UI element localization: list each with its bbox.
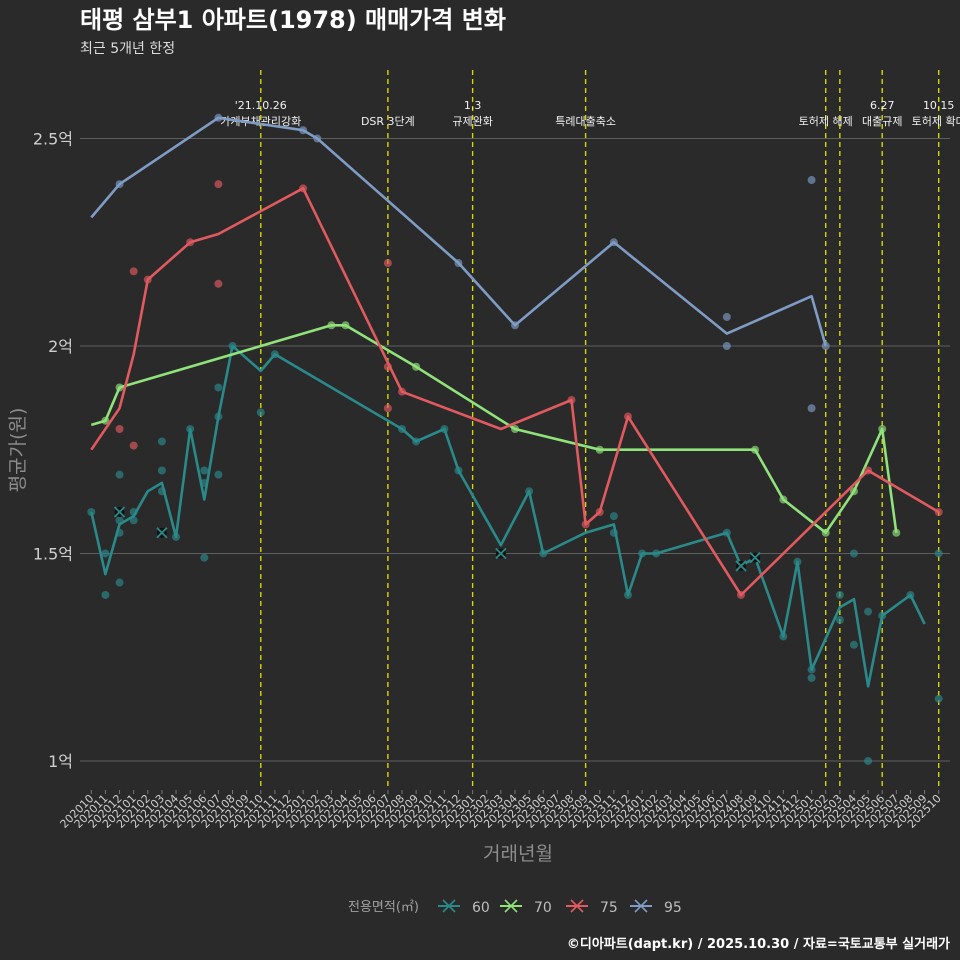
- event-label: '21.10.26: [235, 99, 287, 112]
- y-tick-label: 2억: [48, 337, 73, 356]
- data-point: [864, 756, 873, 765]
- data-point: [835, 615, 844, 624]
- data-point: [383, 259, 392, 268]
- series-line: [90, 344, 926, 688]
- data-point: [200, 466, 209, 475]
- legend-key-cross: [504, 899, 518, 913]
- data-point: [214, 470, 223, 479]
- series-75: [90, 180, 943, 599]
- data-point: [807, 404, 816, 413]
- event-label: 토허제 해제: [799, 114, 853, 128]
- data-point: [835, 590, 844, 599]
- data-point: [849, 640, 858, 649]
- data-series: [87, 113, 943, 765]
- event-label: 특례대출축소: [555, 115, 616, 128]
- source-caption: ©디아파트(dapt.kr) / 2025.10.30 / 자료=국토교통부 실…: [567, 936, 950, 952]
- data-point: [157, 466, 166, 475]
- chart-subtitle: 최근 5개년 한정: [80, 41, 175, 57]
- legend-key-cross: [442, 899, 456, 913]
- cancelled-marker: [495, 547, 507, 560]
- event-label: 규제완화: [452, 115, 492, 128]
- legend-title: 전용면적(㎡): [348, 900, 419, 915]
- event-label: 대출규제: [862, 115, 902, 128]
- series-line: [90, 323, 898, 535]
- data-point: [129, 267, 138, 276]
- event-label: 토허제 확대: [912, 115, 960, 128]
- data-point: [115, 470, 124, 479]
- legend-label: 95: [664, 900, 682, 916]
- data-point: [892, 528, 901, 537]
- data-point: [87, 507, 96, 516]
- y-axis-ticks: 1억 1.5억 2억 2.5억: [33, 130, 73, 771]
- y-axis-label: 평균가(원): [7, 408, 29, 493]
- data-point: [214, 180, 223, 189]
- legend-label: 60: [472, 900, 490, 916]
- series-60: [87, 342, 943, 765]
- data-point: [849, 549, 858, 558]
- y-gridlines: [80, 138, 950, 762]
- data-point: [383, 404, 392, 413]
- y-tick-label: 2.5억: [33, 130, 73, 149]
- data-point: [101, 590, 110, 599]
- data-point: [115, 578, 124, 587]
- data-point: [200, 553, 209, 562]
- legend-key-cross: [570, 899, 584, 913]
- data-point: [101, 549, 110, 558]
- cancelled-marker: [156, 527, 168, 539]
- series-95: [90, 113, 830, 413]
- event-label: 10.15: [923, 99, 955, 112]
- data-point: [256, 408, 265, 417]
- x-axis-label: 거래년월: [483, 843, 553, 865]
- data-point: [934, 549, 943, 558]
- event-label: 가계부채관리강화: [220, 115, 301, 128]
- series-line: [90, 116, 827, 347]
- cancelled-marker: [113, 506, 126, 518]
- data-point: [934, 694, 943, 703]
- data-point: [722, 312, 731, 321]
- series-line: [90, 187, 940, 597]
- data-point: [609, 512, 618, 521]
- legend-label: 70: [534, 900, 552, 916]
- data-point: [157, 437, 166, 446]
- x-axis-ticks: 2020102020112020122021012021022021032021…: [58, 790, 944, 831]
- y-tick-label: 1억: [48, 752, 73, 771]
- data-point: [129, 441, 138, 450]
- data-point: [807, 176, 816, 185]
- data-point: [821, 342, 830, 351]
- y-tick-label: 1.5억: [33, 544, 73, 563]
- legend: 전용면적(㎡) 60 70 75 95: [348, 899, 682, 916]
- legend-label: 75: [600, 900, 618, 916]
- cancelled-marker: [735, 560, 747, 572]
- event-label: 6.27: [870, 99, 895, 112]
- series-70: [90, 321, 901, 537]
- data-point: [214, 279, 223, 288]
- event-label: 1.3: [464, 99, 482, 112]
- data-point: [214, 383, 223, 392]
- data-point: [115, 425, 124, 433]
- data-point: [864, 607, 873, 616]
- chart-title: 태평 삼부1 아파트(1978) 매매가격 변화: [80, 6, 506, 34]
- event-label: DSR 3단계: [361, 115, 415, 128]
- data-point: [807, 673, 816, 682]
- legend-key-cross: [634, 899, 648, 913]
- cancelled-marker: [749, 551, 761, 564]
- data-point: [722, 342, 731, 351]
